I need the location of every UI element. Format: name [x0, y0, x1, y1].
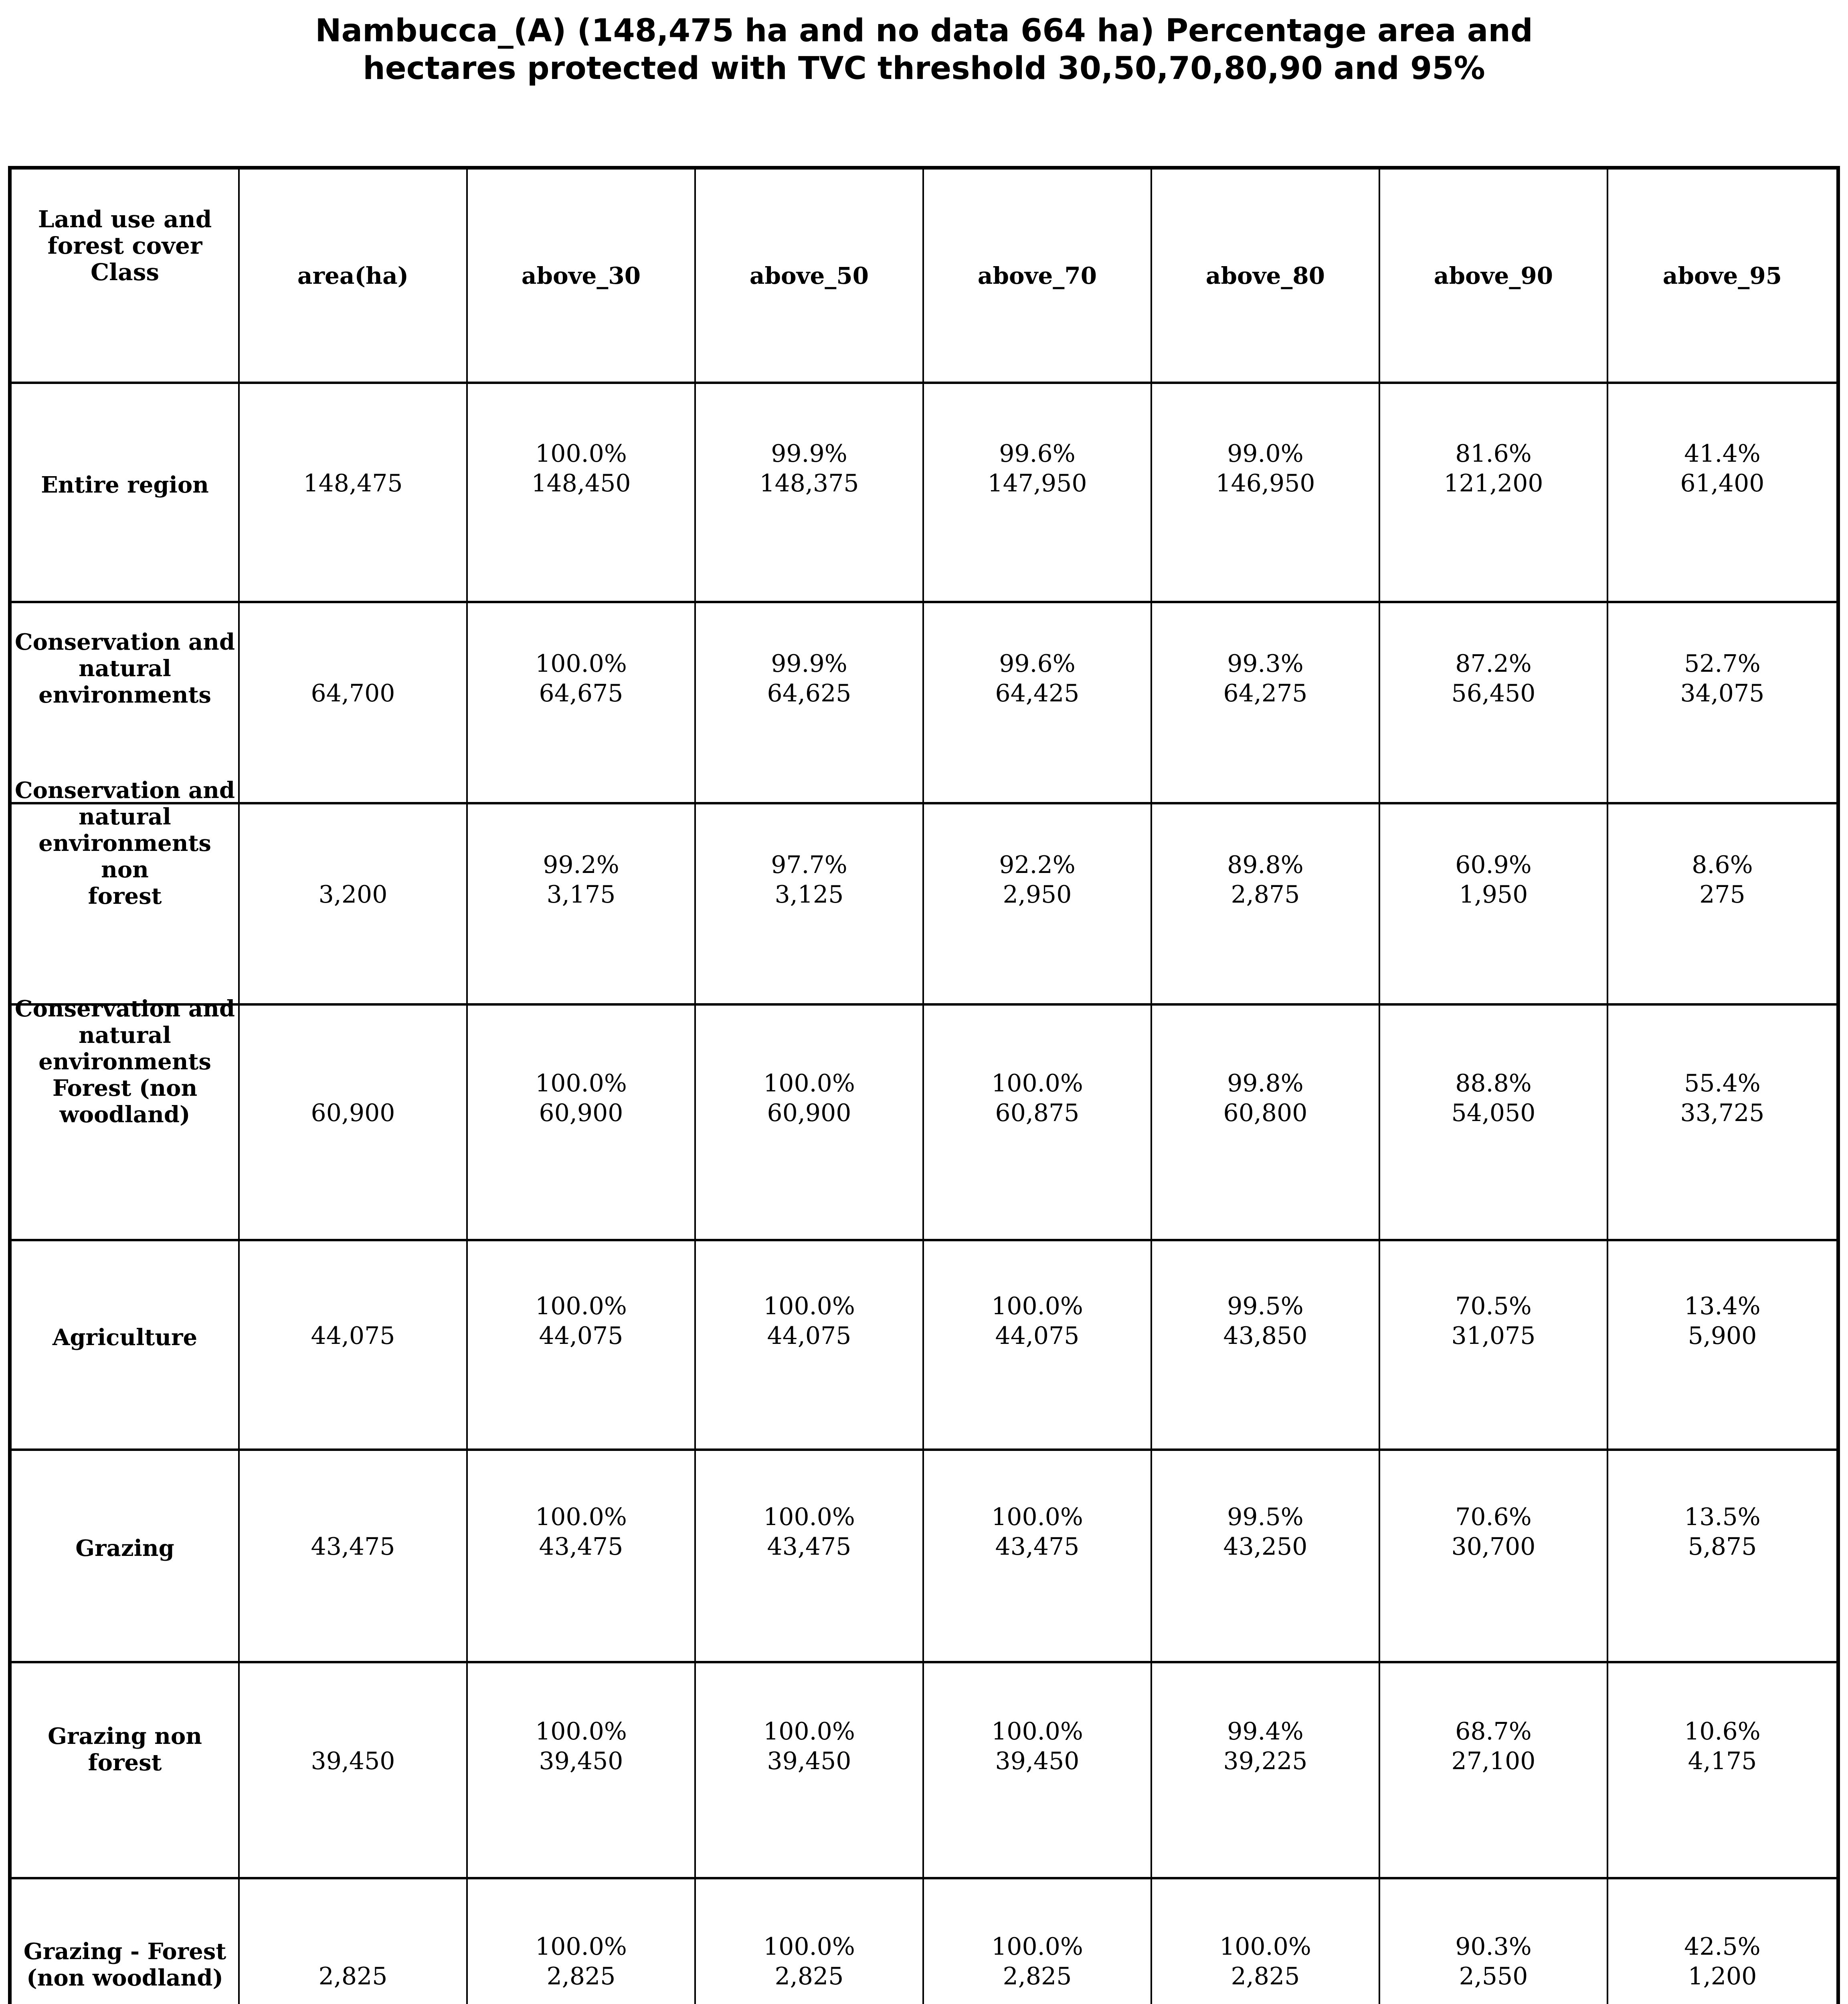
data-cell: 99.9% 64,625 [696, 603, 924, 804]
data-cell: 100.0% 39,450 [924, 1663, 1152, 1879]
header-cell-class: Land use and forest cover Class [12, 170, 240, 384]
data-cell: 99.0% 146,950 [1152, 384, 1380, 603]
class-cell: Grazing non forest [12, 1663, 240, 1879]
data-cell: 97.7% 3,125 [696, 804, 924, 1006]
data-cell: 90.3% 2,550 [1380, 1879, 1608, 2004]
header-cell-area: area(ha) [240, 170, 468, 384]
area-cell: 148,475 [240, 384, 468, 603]
data-cell: 99.6% 147,950 [924, 384, 1152, 603]
area-cell: 60,900 [240, 1006, 468, 1241]
data-cell: 100.0% 2,825 [696, 1879, 924, 2004]
class-cell: Conservation and natural environments no… [12, 777, 240, 1006]
data-cell: 100.0% 60,900 [468, 1006, 696, 1241]
data-cell: 99.2% 3,175 [468, 804, 696, 1006]
page-title-line1: Nambucca_(A) (148,475 ha and no data 664… [315, 13, 1533, 49]
header-cell-above70: above_70 [924, 170, 1152, 384]
data-cell: 99.5% 43,250 [1152, 1451, 1380, 1663]
data-cell: 92.2% 2,950 [924, 804, 1152, 1006]
data-cell: 100.0% 44,075 [924, 1241, 1152, 1451]
class-cell: Entire region [12, 384, 240, 603]
data-cell: 100.0% 44,075 [468, 1241, 696, 1451]
data-cell: 100.0% 43,475 [696, 1451, 924, 1663]
data-cell: 68.7% 27,100 [1380, 1663, 1608, 1879]
data-cell: 70.6% 30,700 [1380, 1451, 1608, 1663]
data-cell: 99.5% 43,850 [1152, 1241, 1380, 1451]
class-cell: Conservation and natural environments [12, 603, 240, 804]
data-cell: 60.9% 1,950 [1380, 804, 1608, 1006]
data-cell: 41.4% 61,400 [1608, 384, 1836, 603]
data-cell: 100.0% 2,825 [924, 1879, 1152, 2004]
data-cell: 52.7% 34,075 [1608, 603, 1836, 804]
data-cell: 99.9% 148,375 [696, 384, 924, 603]
data-cell: 100.0% 60,875 [924, 1006, 1152, 1241]
data-cell: 100.0% 44,075 [696, 1241, 924, 1451]
area-cell: 43,475 [240, 1451, 468, 1663]
header-cell-above30: above_30 [468, 170, 696, 384]
data-cell: 89.8% 2,875 [1152, 804, 1380, 1006]
area-cell: 39,450 [240, 1663, 468, 1879]
class-cell: Agriculture [12, 1241, 240, 1451]
data-cell: 42.5% 1,200 [1608, 1879, 1836, 2004]
data-cell: 13.4% 5,900 [1608, 1241, 1836, 1451]
area-cell: 64,700 [240, 603, 468, 804]
data-cell: 100.0% 39,450 [468, 1663, 696, 1879]
data-cell: 70.5% 31,075 [1380, 1241, 1608, 1451]
data-cell: 55.4% 33,725 [1608, 1006, 1836, 1241]
data-cell: 100.0% 43,475 [924, 1451, 1152, 1663]
data-cell: 100.0% 43,475 [468, 1451, 696, 1663]
data-cell: 99.3% 64,275 [1152, 603, 1380, 804]
data-cell: 100.0% 2,825 [468, 1879, 696, 2004]
data-cell: 100.0% 148,450 [468, 384, 696, 603]
data-cell: 99.6% 64,425 [924, 603, 1152, 804]
header-cell-above80: above_80 [1152, 170, 1380, 384]
header-cell-above90: above_90 [1380, 170, 1608, 384]
page-title: Nambucca_(A) (148,475 ha and no data 664… [0, 12, 1848, 87]
data-cell: 99.4% 39,225 [1152, 1663, 1380, 1879]
data-cell: 87.2% 56,450 [1380, 603, 1608, 804]
class-cell: Grazing - Forest (non woodland) [12, 1879, 240, 2004]
data-cell: 10.6% 4,175 [1608, 1663, 1836, 1879]
landuse-protection-table: Land use and forest cover Class area(ha)… [8, 166, 1840, 2004]
page-title-line2: hectares protected with TVC threshold 30… [363, 51, 1485, 87]
data-cell: 13.5% 5,875 [1608, 1451, 1836, 1663]
data-cell: 100.0% 2,825 [1152, 1879, 1380, 2004]
header-cell-above95: above_95 [1608, 170, 1836, 384]
area-cell: 44,075 [240, 1241, 468, 1451]
data-cell: 88.8% 54,050 [1380, 1006, 1608, 1241]
data-cell: 99.8% 60,800 [1152, 1006, 1380, 1241]
area-cell: 2,825 [240, 1879, 468, 2004]
data-cell: 100.0% 64,675 [468, 603, 696, 804]
area-cell: 3,200 [240, 804, 468, 1006]
class-cell: Grazing [12, 1451, 240, 1663]
class-cell: Conservation and natural environments Fo… [12, 996, 240, 1241]
data-cell: 81.6% 121,200 [1380, 384, 1608, 603]
data-cell: 100.0% 39,450 [696, 1663, 924, 1879]
data-cell: 100.0% 60,900 [696, 1006, 924, 1241]
data-cell: 8.6% 275 [1608, 804, 1836, 1006]
header-cell-above50: above_50 [696, 170, 924, 384]
